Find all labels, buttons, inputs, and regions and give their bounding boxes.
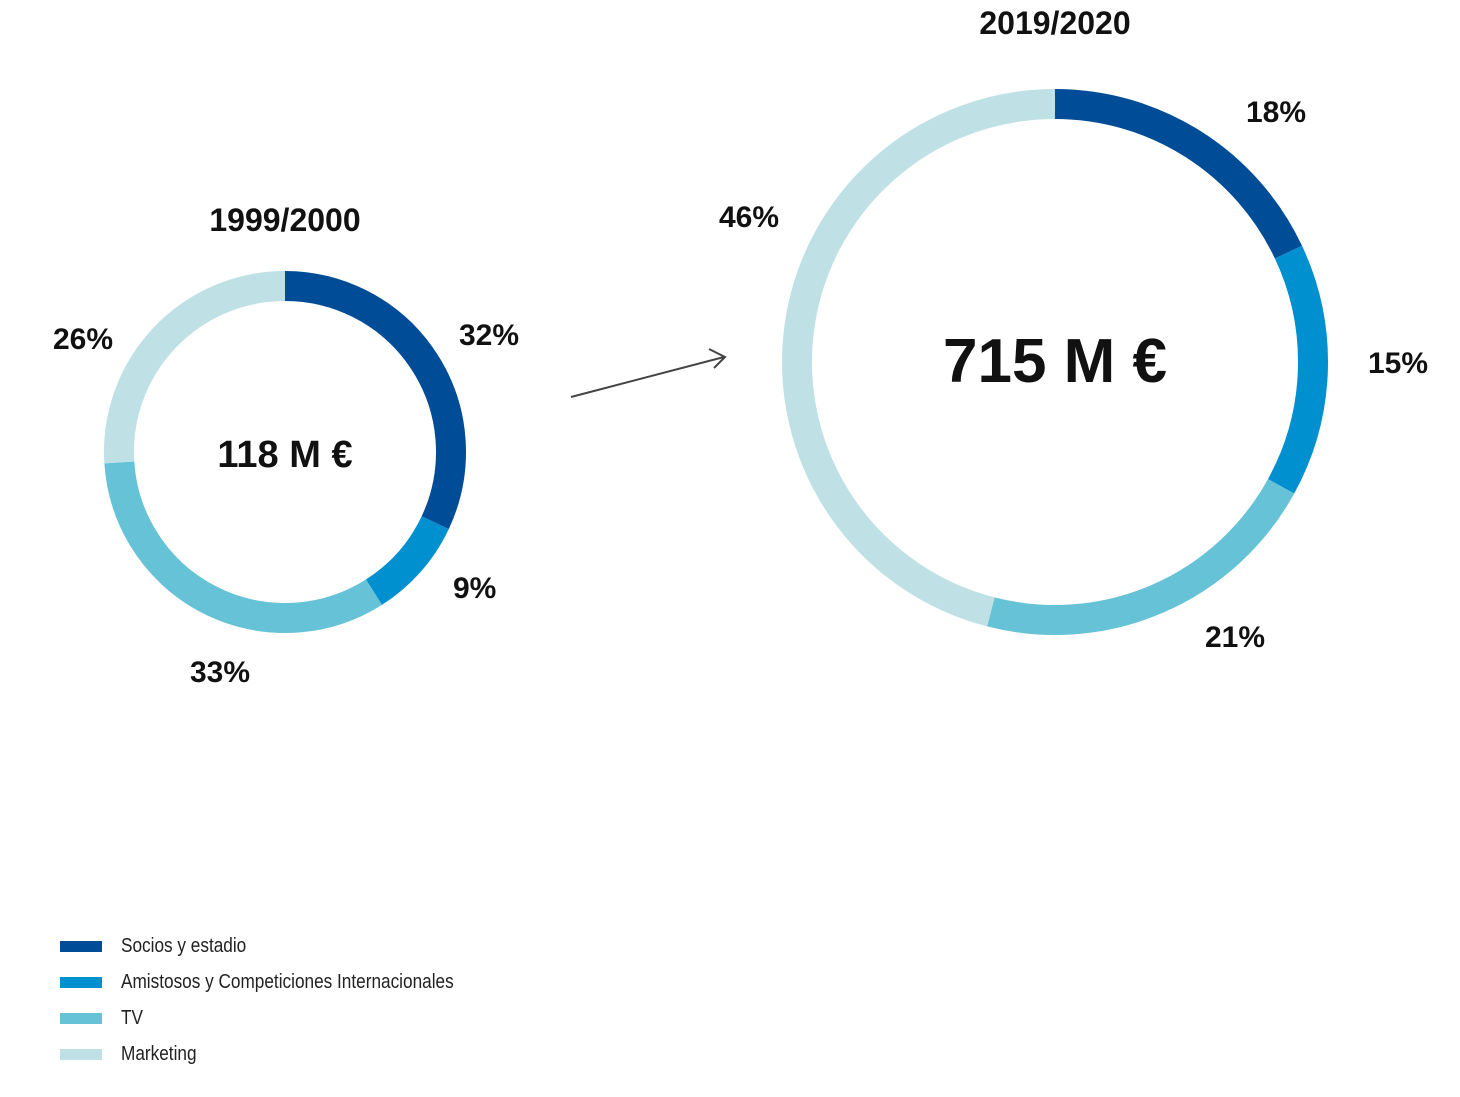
total-label-2019-2020: 715 M € <box>943 327 1167 396</box>
donut-slice-tv-1999 <box>104 461 382 633</box>
chart-title-2019-2020: 2019/2020 <box>979 5 1130 41</box>
donut-charts: 1999/2000 118 M € 32% 9% 33% 26% 2019/20… <box>53 5 1428 689</box>
legend-label: Amistosos y Competiciones Internacionale… <box>121 970 454 993</box>
donut-slice-tv-2019 <box>987 479 1295 635</box>
legend-label: TV <box>121 1006 143 1029</box>
donut-chart-2019-2020: 2019/2020 715 M € 18% 15% 21% 46% <box>719 5 1428 654</box>
legend-swatch <box>60 976 102 988</box>
legend-swatch <box>60 1012 102 1024</box>
legend-item-socios: Socios y estadio <box>60 928 508 964</box>
chart-legend: Socios y estadio Amistosos y Competicion… <box>60 928 508 1072</box>
total-label-1999-2000: 118 M € <box>217 434 352 476</box>
donut-slice-amistosos-2019 <box>1267 245 1328 494</box>
donut-slice-marketing-2019 <box>782 89 1056 627</box>
pct-label-marketing-1999: 26% <box>53 323 113 356</box>
donut-slice-socios-2019 <box>1054 89 1303 259</box>
pct-label-amistosos-1999: 9% <box>453 572 496 605</box>
donut-ring-2019-2020 <box>782 89 1328 635</box>
legend-item-marketing: Marketing <box>60 1036 508 1072</box>
donut-slice-marketing-1999 <box>104 271 286 464</box>
arrow-icon <box>570 348 727 398</box>
pct-label-tv-1999: 33% <box>190 656 250 689</box>
legend-item-amistosos: Amistosos y Competiciones Internacionale… <box>60 964 508 1000</box>
legend-swatch <box>60 940 102 952</box>
donut-slice-socios-1999 <box>284 271 466 530</box>
legend-swatch <box>60 1048 102 1060</box>
donut-slice-amistosos-1999 <box>365 515 449 605</box>
legend-label: Socios y estadio <box>121 934 247 957</box>
pct-label-marketing-2019: 46% <box>719 201 779 234</box>
pct-label-tv-2019: 21% <box>1205 621 1265 654</box>
donut-ring-1999-2000 <box>104 271 466 633</box>
chart-title-1999-2000: 1999/2000 <box>209 202 360 238</box>
donut-chart-1999-2000: 1999/2000 118 M € 32% 9% 33% 26% <box>53 202 519 689</box>
pct-label-socios-2019: 18% <box>1246 96 1306 129</box>
pct-label-socios-1999: 32% <box>459 319 519 352</box>
legend-item-tv: TV <box>60 1000 508 1036</box>
pct-label-amistosos-2019: 15% <box>1368 347 1428 380</box>
legend-label: Marketing <box>121 1042 197 1065</box>
